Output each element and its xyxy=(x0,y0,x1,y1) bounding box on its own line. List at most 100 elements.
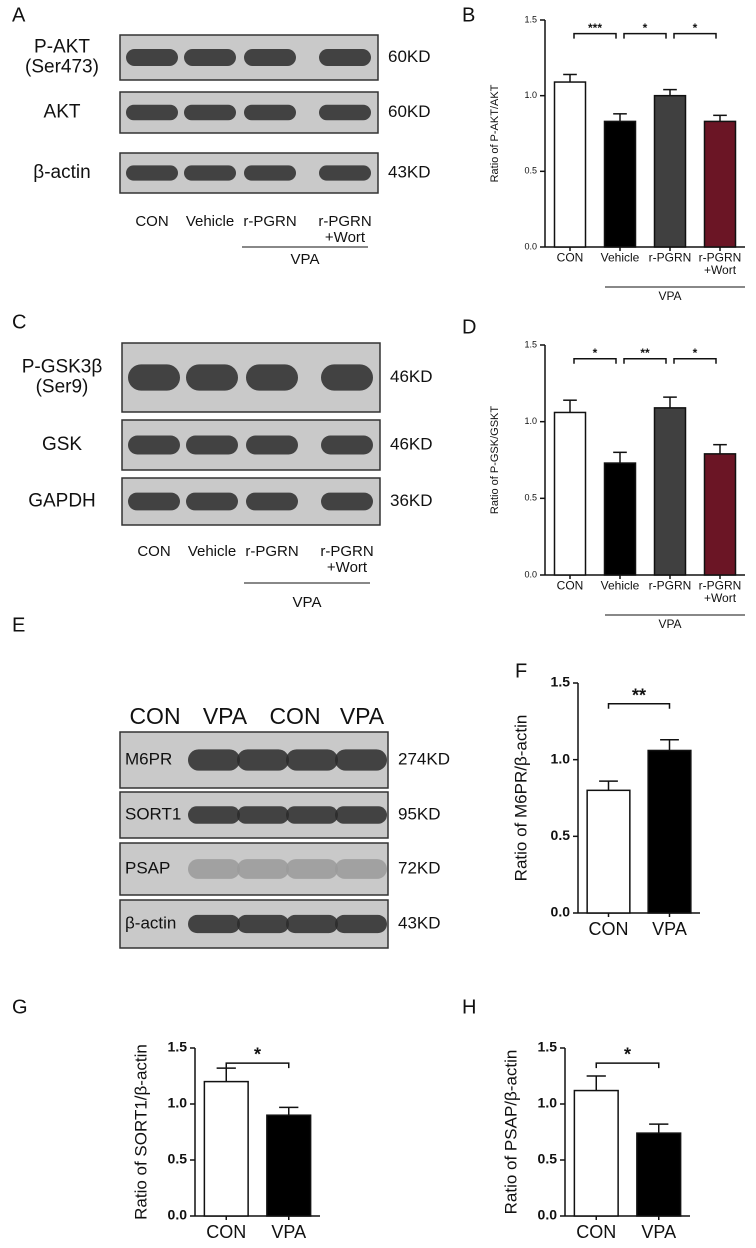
blot-band xyxy=(186,364,238,391)
bar xyxy=(603,462,637,576)
y-tick-label: 0.5 xyxy=(168,1151,188,1167)
blot-band xyxy=(246,435,298,455)
bar xyxy=(586,789,631,914)
blot-band xyxy=(186,492,238,511)
significance-bracket xyxy=(607,702,671,709)
x-tick-label: VPA xyxy=(271,1222,306,1242)
blot-band xyxy=(321,492,373,511)
text-line: (Ser9) xyxy=(36,376,89,397)
lane-label: CON xyxy=(129,703,180,729)
text-line: +Wort xyxy=(325,229,366,246)
bar xyxy=(703,453,737,576)
blot-band xyxy=(244,165,296,181)
blot-band xyxy=(319,48,371,67)
lane-label: r-PGRN xyxy=(245,543,298,560)
blot-band xyxy=(319,104,371,121)
significance-bracket xyxy=(573,32,617,39)
panel-letter: E xyxy=(12,614,25,636)
x-tick-label: r-PGRN xyxy=(649,251,692,265)
blot-band xyxy=(246,364,298,391)
text-line: P-AKT xyxy=(34,37,90,58)
y-tick-label: 1.5 xyxy=(524,339,537,349)
significance-label: ** xyxy=(632,685,646,705)
y-tick-label: 1.5 xyxy=(538,1039,558,1055)
y-tick-label: 0.0 xyxy=(551,904,571,920)
blot-band xyxy=(321,435,373,455)
bar xyxy=(653,94,687,248)
blot-band xyxy=(237,806,289,824)
blot-band xyxy=(126,104,178,121)
text-line: +Wort xyxy=(704,263,737,277)
blot-band xyxy=(184,104,236,121)
text-line: r-PGRN xyxy=(320,543,373,560)
mw-label: 46KD xyxy=(390,367,433,386)
y-axis-label: Ratio of P-GSK/GSKT xyxy=(489,406,501,514)
mw-label: 95KD xyxy=(398,804,441,823)
bar xyxy=(203,1080,249,1217)
text-line: r-PGRN xyxy=(699,251,742,265)
x-tick-label: CON xyxy=(589,919,629,939)
panel-letter: D xyxy=(462,316,476,338)
y-tick-label: 0.0 xyxy=(524,241,537,251)
y-tick-label: 1.0 xyxy=(524,90,537,100)
row-label: β-actin xyxy=(33,162,90,183)
lane-label: r-PGRN +Wort xyxy=(318,213,371,246)
significance-label: * xyxy=(593,346,598,360)
blot-band xyxy=(188,749,240,771)
blot-band xyxy=(126,165,178,181)
mw-label: 43KD xyxy=(398,913,441,932)
bar xyxy=(647,749,692,914)
blot-band xyxy=(335,859,387,879)
y-tick-label: 0.5 xyxy=(524,493,537,503)
mw-label: 60KD xyxy=(388,102,431,121)
panel-letter: A xyxy=(12,4,26,26)
y-tick-label: 1.0 xyxy=(168,1095,188,1111)
blot-band xyxy=(286,806,338,824)
panel-letter: H xyxy=(462,996,476,1018)
significance-bracket xyxy=(595,1062,660,1069)
lane-label: CON xyxy=(137,543,170,560)
y-tick-label: 1.5 xyxy=(551,674,571,690)
mw-label: 43KD xyxy=(388,162,431,181)
bar xyxy=(653,407,687,576)
bar xyxy=(636,1132,682,1217)
x-tick-label: CON xyxy=(576,1222,616,1242)
lane-label: CON xyxy=(135,213,168,230)
lane-label: r-PGRN xyxy=(243,213,296,230)
y-tick-label: 0.0 xyxy=(168,1207,188,1223)
row-label: GSK xyxy=(42,434,82,455)
lane-label: VPA xyxy=(203,703,248,729)
panel-letter: F xyxy=(515,660,527,682)
bar xyxy=(553,81,587,248)
text-line: (Ser473) xyxy=(25,56,99,77)
x-tick-label: r-PGRN xyxy=(649,579,692,593)
group-label: VPA xyxy=(293,594,322,611)
x-tick-label: Vehicle xyxy=(601,251,640,265)
blot-band xyxy=(186,435,238,455)
y-axis-label: Ratio of P-AKT/AKT xyxy=(489,84,501,182)
text-line: r-PGRN xyxy=(699,579,742,593)
y-axis-label: Ratio of PSAP/β-actin xyxy=(501,1050,520,1215)
blot-band xyxy=(128,435,180,455)
significance-label: * xyxy=(693,21,698,35)
blot-band xyxy=(286,914,338,934)
y-tick-label: 0.0 xyxy=(524,569,537,579)
blot-band xyxy=(246,492,298,511)
y-tick-label: 1.0 xyxy=(538,1095,558,1111)
row-label: SORT1 xyxy=(125,804,181,823)
significance-bracket xyxy=(673,32,717,39)
y-axis-label: Ratio of SORT1/β-actin xyxy=(131,1044,150,1220)
y-tick-label: 0.5 xyxy=(551,827,571,843)
blot-band xyxy=(237,749,289,771)
x-tick-label: CON xyxy=(557,251,584,265)
row-label: PSAP xyxy=(125,858,170,877)
blot-band xyxy=(126,48,178,67)
y-tick-label: 1.5 xyxy=(168,1039,188,1055)
row-label: P-GSK3β (Ser9) xyxy=(22,357,103,398)
x-tick-label: VPA xyxy=(641,1222,676,1242)
y-tick-label: 1.0 xyxy=(524,416,537,426)
significance-label: * xyxy=(254,1045,261,1065)
significance-bracket xyxy=(225,1062,290,1069)
